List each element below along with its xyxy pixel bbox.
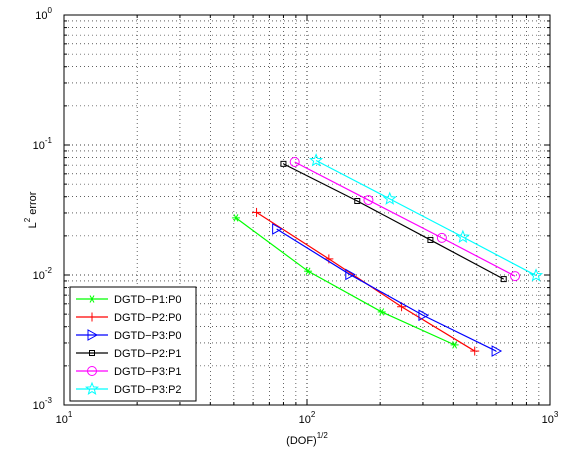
grid-lines (64, 15, 550, 405)
series-marker (510, 271, 521, 282)
x-tick-label: 102 (299, 410, 316, 426)
series-marker (272, 223, 283, 235)
series-marker (87, 312, 97, 322)
legend-label: DGTD−P3:P2 (114, 384, 182, 396)
series-group (309, 153, 544, 282)
y-axis-label: L2 error (23, 191, 39, 228)
series-group (272, 223, 503, 357)
series-marker (427, 236, 434, 243)
series-marker (354, 197, 361, 204)
series-line (294, 161, 516, 277)
y-tick-label: 100 (35, 6, 52, 22)
legend-label: DGTD−P2:P0 (114, 312, 182, 324)
series-marker (455, 229, 470, 243)
y-tick-label: 10-1 (33, 136, 53, 152)
series-marker (345, 268, 356, 281)
series-group (280, 160, 507, 283)
series-marker (491, 345, 503, 357)
x-tick-label: 101 (56, 410, 73, 426)
legend-item: DGTD−P3:P0 (76, 329, 182, 342)
legend: DGTD−P1:P0 DGTD−P2:P0 DGTD−P3:P0 DGTD−P2:P1… (69, 286, 197, 402)
x-tick-label: 103 (542, 410, 559, 426)
legend-item: DGTD−P2:P1 (76, 348, 182, 360)
tick-labels: 101 102 103 100 10-1 10-2 10-3 (33, 6, 559, 426)
legend-label: DGTD−P3:P1 (114, 366, 182, 378)
series-marker (289, 156, 300, 167)
series-marker (88, 295, 96, 303)
series-marker (450, 341, 459, 349)
legend-item: DGTD−P2:P0 (76, 312, 182, 324)
legend-label: DGTD−P2:P1 (114, 348, 182, 360)
x-axis-label: (DOF)1/2 (286, 431, 328, 447)
series-marker (529, 268, 544, 282)
y-tick-label: 10-2 (33, 266, 53, 282)
series-marker (500, 276, 507, 283)
y-tick-label: 10-3 (33, 396, 53, 412)
series-marker (87, 366, 97, 376)
legend-item: DGTD−P1:P0 (76, 294, 182, 306)
legend-item: DGTD−P3:P2 (76, 381, 182, 396)
series-marker (304, 267, 313, 275)
series-marker (280, 160, 287, 167)
series-line (276, 228, 497, 352)
series-marker (309, 153, 324, 167)
series-group (231, 214, 459, 349)
plot-frame (63, 14, 551, 406)
series-line (283, 163, 505, 280)
series-marker (363, 195, 374, 206)
legend-box (69, 286, 197, 402)
series-marker (89, 350, 95, 356)
data-series (231, 153, 544, 357)
legend-label: DGTD−P3:P0 (114, 330, 182, 342)
series-marker (418, 309, 429, 322)
series-group (289, 156, 521, 282)
series-marker (377, 308, 386, 316)
legend-label: DGTD−P1:P0 (114, 294, 182, 306)
series-marker (87, 329, 99, 341)
series-line (235, 217, 455, 346)
series-marker (436, 232, 447, 243)
series-marker (84, 381, 100, 395)
series-marker (470, 346, 480, 356)
series-marker (382, 191, 397, 205)
series-marker (252, 207, 262, 217)
series-marker (231, 214, 240, 222)
legend-item: DGTD−P3:P1 (76, 366, 182, 378)
series-line (315, 159, 537, 277)
